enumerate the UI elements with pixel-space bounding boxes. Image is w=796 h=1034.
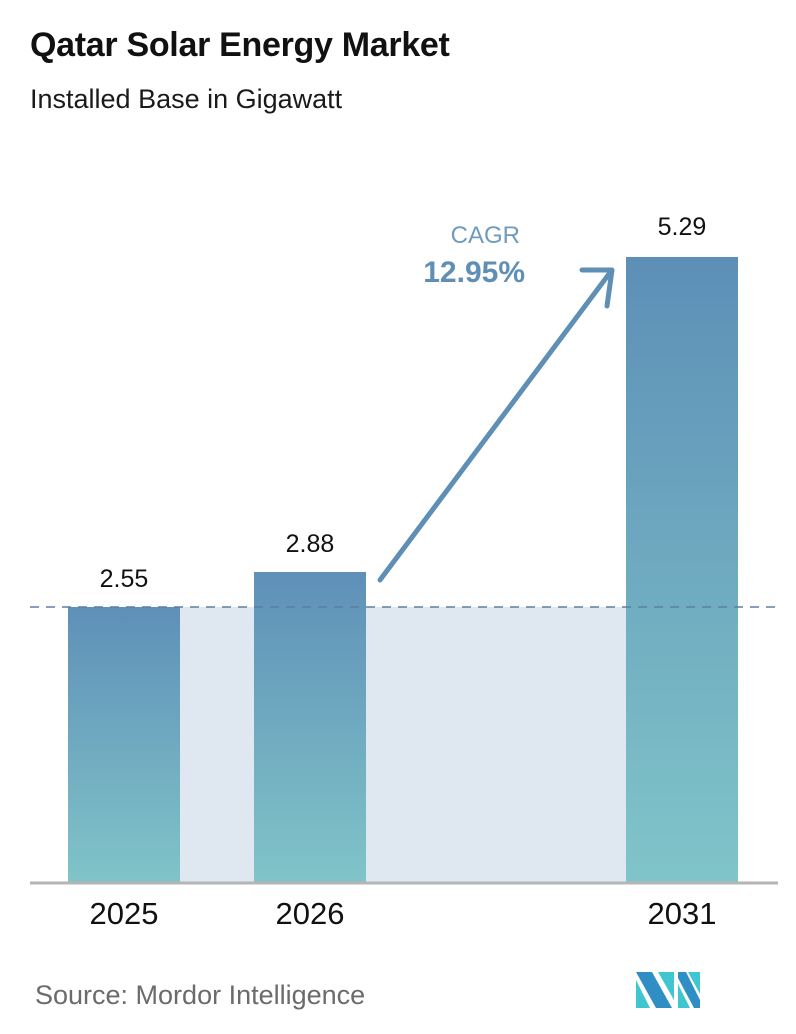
bar-value-2026: 2.88 [285, 530, 335, 558]
x-tick-2031: 2031 [647, 896, 717, 931]
chart-subtitle: Installed Base in Gigawatt [30, 84, 343, 114]
bar-2031 [626, 257, 738, 883]
bar-2025 [68, 607, 180, 883]
bar-2026 [254, 572, 366, 883]
cagr-arrow-icon [377, 267, 615, 583]
cagr-label: CAGR [450, 222, 520, 249]
chart-title: Qatar Solar Energy Market [30, 26, 450, 64]
bar-value-2025: 2.55 [99, 565, 149, 593]
cagr-value: 12.95% [423, 256, 525, 289]
source-text: Source: Mordor Intelligence [35, 980, 366, 1010]
mordor-intelligence-logo-icon [636, 972, 700, 1008]
x-tick-2025: 2025 [89, 896, 159, 931]
x-tick-2026: 2026 [275, 896, 345, 931]
bar-value-2031: 5.29 [657, 213, 707, 241]
